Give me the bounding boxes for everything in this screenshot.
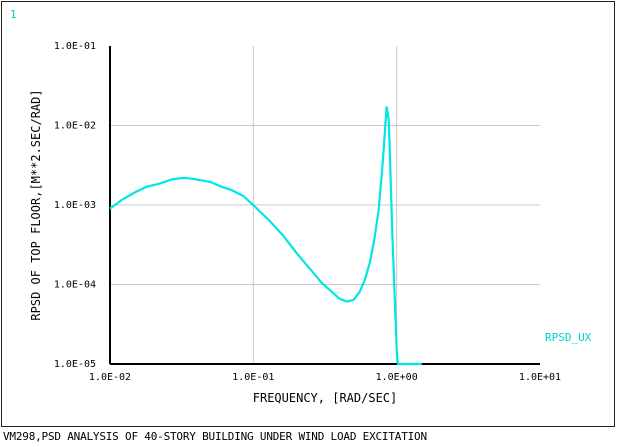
y-tick-label: 1.0E-05 — [54, 359, 96, 370]
x-axis-title: FREQUENCY, [RAD/SEC] — [253, 391, 398, 405]
plot-window: 1 1.0E-05 1.0E-04 1.0E-03 1.0E-02 1.0E-01 1.0… — [1, 1, 615, 427]
y-tick-label: 1.0E-03 — [54, 200, 96, 211]
x-tick-label: 1.0E+01 — [519, 372, 561, 383]
y-tick-label: 1.0E-02 — [54, 121, 96, 132]
x-tick-label: 1.0E+00 — [376, 372, 418, 383]
window-number: 1 — [10, 8, 17, 21]
psd-chart: 1.0E-05 1.0E-04 1.0E-03 1.0E-02 1.0E-01 1.0E-… — [29, 41, 592, 405]
y-tick-label: 1.0E-01 — [54, 41, 96, 52]
series-line-rpsd-ux — [109, 106, 422, 366]
y-tick-label: 1.0E-04 — [54, 280, 96, 291]
analysis-caption: VM298,PSD ANALYSIS OF 40-STORY BUILDING … — [3, 430, 427, 443]
series-label: RPSD_UX — [545, 331, 592, 344]
x-tick-label: 1.0E-02 — [89, 372, 131, 383]
y-axis-title: RPSD OF TOP FLOOR,[M**2.SEC/RAD] — [29, 89, 43, 320]
x-tick-label: 1.0E-01 — [232, 372, 274, 383]
